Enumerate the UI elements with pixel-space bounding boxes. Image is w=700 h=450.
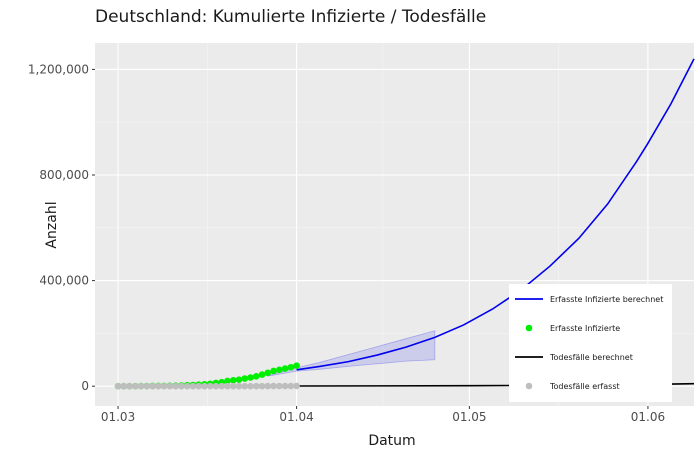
legend-label: Todesfälle erfasst <box>549 382 620 391</box>
confidence-band-layer <box>267 330 436 377</box>
data-point <box>252 382 260 390</box>
data-point <box>229 382 237 390</box>
y-tick-label: 0 <box>81 379 89 393</box>
x-axis-title: Datum <box>368 433 415 449</box>
data-point <box>270 367 277 375</box>
y-axis-title: Anzahl <box>44 201 60 248</box>
data-point <box>218 382 226 390</box>
data-point <box>224 382 231 390</box>
data-point <box>126 382 133 390</box>
legend-key-point <box>525 324 533 332</box>
data-point <box>195 382 202 390</box>
chart-title: Deutschland: Kumulierte Infizierte / Tod… <box>95 7 486 27</box>
axis-ticks: 01.03 01.04 01.05 01.06 0 400,000 800,000 1,200… <box>28 62 665 424</box>
data-point <box>235 376 243 383</box>
data-point <box>258 371 266 378</box>
data-point <box>178 382 185 390</box>
data-point <box>293 382 300 390</box>
data-point <box>206 382 214 390</box>
data-point <box>264 369 272 377</box>
x-tick-label: 01.05 <box>452 410 486 424</box>
data-point <box>264 382 272 390</box>
x-tick-label: 01.03 <box>101 410 135 424</box>
data-point <box>166 382 174 390</box>
legend-label: Todesfälle berechnet <box>549 353 633 362</box>
x-tick-label: 01.04 <box>279 410 313 424</box>
data-point <box>252 373 260 380</box>
data-point <box>183 382 191 390</box>
data-point <box>137 382 145 390</box>
data-point <box>287 382 295 390</box>
data-point <box>143 382 151 390</box>
legend-box <box>509 284 672 402</box>
data-point <box>160 382 168 390</box>
data-point <box>258 382 266 390</box>
data-point <box>247 382 254 390</box>
data-point <box>293 362 300 369</box>
data-point <box>155 382 162 390</box>
data-point <box>270 382 277 390</box>
legend-key-point <box>525 382 533 390</box>
series-line <box>296 58 695 371</box>
data-point <box>201 382 208 390</box>
legend: Erfasste Infizierte berechnet Erfasste In… <box>509 284 672 402</box>
data-point <box>281 382 289 390</box>
legend-label: Erfasste Infizierte <box>550 324 620 333</box>
data-point <box>241 382 249 390</box>
data-point <box>132 382 139 390</box>
y-tick-label: 400,000 <box>39 274 89 288</box>
data-point <box>229 377 237 384</box>
data-point <box>120 382 128 390</box>
data-point <box>212 382 220 390</box>
data-point <box>241 375 249 382</box>
data-point <box>287 363 295 371</box>
data-point <box>235 382 243 390</box>
confidence-band <box>267 330 436 377</box>
data-point <box>114 382 122 390</box>
data-point <box>172 382 179 390</box>
data-point <box>276 382 283 390</box>
data-point <box>224 377 231 385</box>
data-point <box>149 382 156 390</box>
y-tick-label: 800,000 <box>39 168 89 182</box>
data-point <box>189 382 197 390</box>
y-tick-label: 1,200,000 <box>28 62 89 76</box>
data-point <box>281 365 289 372</box>
data-point <box>247 374 254 381</box>
x-tick-label: 01.06 <box>631 410 665 424</box>
legend-label: Erfasste Infizierte berechnet <box>550 295 663 304</box>
series-layer <box>114 58 695 390</box>
data-point <box>276 366 283 374</box>
